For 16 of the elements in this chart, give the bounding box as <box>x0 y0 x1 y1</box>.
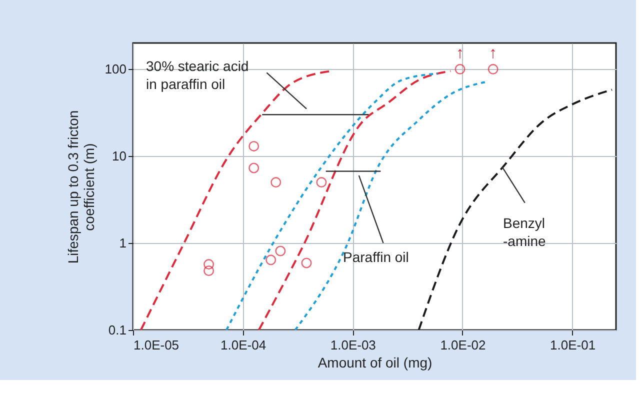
x-tick-label: 1.0E-02 <box>440 338 486 352</box>
y-tick-label: 0.1 <box>108 322 126 338</box>
annotation: 30% stearic acid in paraffin oil <box>146 58 249 92</box>
y-tick-label: 100 <box>104 62 126 77</box>
annotation: ↑ <box>489 45 497 62</box>
annotation: Benzyl -amine <box>503 215 546 249</box>
y-tick-label: 10 <box>112 148 126 164</box>
x-tick-label: 1.0E-01 <box>550 338 596 352</box>
x-tick-label: 1.0E-03 <box>330 338 376 352</box>
x-tick-label: 1.0E-04 <box>220 338 266 352</box>
y-axis-title: Lifespan up to 0.3 fricton coefficient (m) <box>64 110 97 264</box>
x-tick-label: 1.0E-05 <box>134 338 180 352</box>
annotation: Paraffin oil <box>343 249 409 265</box>
annotation: ↑ <box>456 45 464 62</box>
y-tick-label: 1 <box>119 236 126 251</box>
x-axis-title: Amount of oil (mg) <box>318 354 432 370</box>
